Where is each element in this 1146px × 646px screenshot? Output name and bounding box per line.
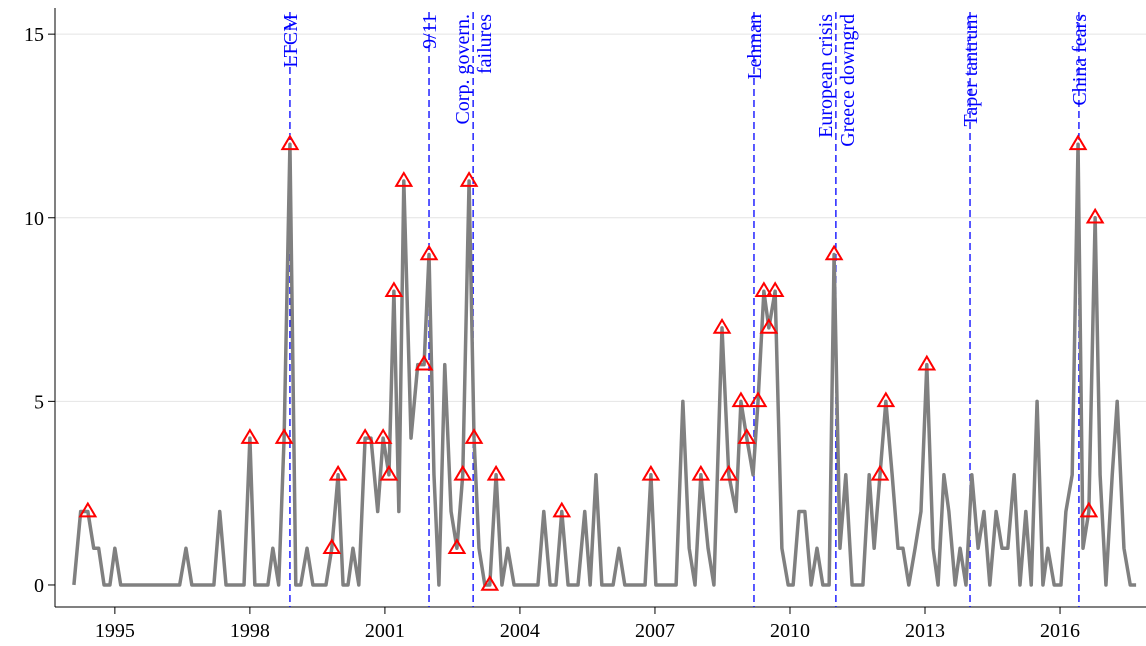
marker bbox=[748, 391, 768, 408]
event-label: Lehman bbox=[744, 14, 766, 80]
marker bbox=[280, 134, 300, 151]
marker bbox=[447, 538, 467, 555]
event-label: European crisis bbox=[815, 14, 837, 138]
marker bbox=[328, 464, 348, 481]
event-label: LTCM bbox=[280, 14, 302, 68]
event-label: 9/11 bbox=[419, 14, 441, 49]
y-tick-label: 15 bbox=[24, 24, 44, 46]
marker bbox=[394, 171, 414, 187]
event-label: Corp. govern. bbox=[452, 14, 474, 125]
event-label: China fears bbox=[1069, 14, 1091, 106]
marker bbox=[322, 538, 342, 555]
marker bbox=[759, 317, 779, 334]
event-label: failures bbox=[474, 14, 496, 74]
marker bbox=[765, 281, 785, 297]
marker bbox=[824, 244, 844, 261]
y-tick-label: 10 bbox=[24, 208, 44, 230]
marker bbox=[274, 428, 294, 444]
x-tick-label: 1998 bbox=[230, 620, 270, 642]
x-tick-label: 2010 bbox=[770, 620, 810, 642]
marker bbox=[917, 354, 937, 371]
x-tick-label: 2004 bbox=[500, 620, 540, 642]
marker bbox=[379, 464, 399, 481]
marker bbox=[414, 354, 434, 371]
marker bbox=[712, 317, 732, 334]
marker bbox=[731, 391, 751, 408]
marker bbox=[240, 428, 260, 444]
marker bbox=[486, 464, 506, 481]
marker bbox=[464, 428, 484, 444]
event-label: Taper tantrum bbox=[960, 14, 982, 127]
marker bbox=[719, 464, 739, 481]
marker bbox=[870, 464, 890, 481]
marker bbox=[480, 575, 500, 591]
x-tick-label: 2016 bbox=[1040, 620, 1080, 642]
marker bbox=[691, 464, 711, 481]
marker bbox=[1085, 207, 1105, 224]
marker bbox=[355, 428, 375, 444]
x-tick-label: 2013 bbox=[905, 620, 945, 642]
x-tick-label: 1995 bbox=[95, 620, 135, 642]
marker bbox=[453, 464, 473, 481]
marker bbox=[552, 501, 572, 518]
data-line bbox=[72, 142, 1137, 587]
marker bbox=[641, 464, 661, 481]
x-tick-label: 2001 bbox=[365, 620, 405, 642]
marker bbox=[419, 244, 439, 261]
marker bbox=[754, 281, 774, 297]
marker bbox=[459, 171, 479, 187]
marker bbox=[384, 281, 404, 297]
marker bbox=[737, 428, 757, 444]
y-tick-label: 0 bbox=[34, 575, 44, 597]
marker bbox=[1079, 501, 1099, 518]
marker bbox=[78, 501, 98, 518]
x-tick-label: 2007 bbox=[635, 620, 675, 642]
y-tick-label: 5 bbox=[34, 391, 44, 413]
marker bbox=[1068, 134, 1088, 151]
marker bbox=[373, 428, 393, 444]
event-label: Greece downgrd bbox=[837, 14, 859, 147]
marker bbox=[876, 391, 896, 408]
